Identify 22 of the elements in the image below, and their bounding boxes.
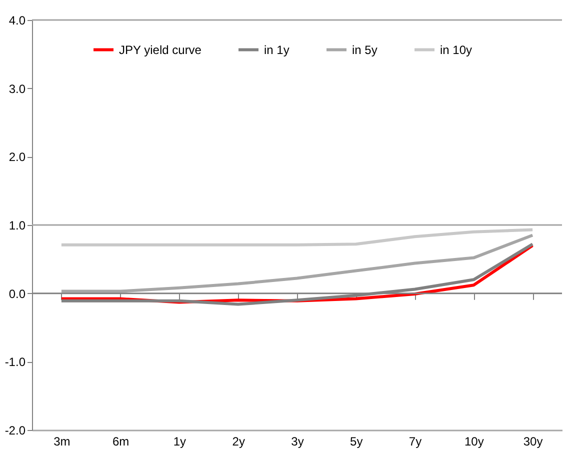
x-tick-label: 7y (408, 434, 422, 448)
y-tick-label: 4.0 (8, 14, 26, 28)
x-tick-label: 6m (112, 434, 130, 448)
x-tick-label: 2y (232, 434, 245, 448)
x-tick-label: 3m (54, 434, 70, 448)
y-tick-label: -2.0 (4, 424, 26, 438)
x-tick-label: 30y (523, 434, 543, 448)
line-series (60, 228, 534, 246)
x-tick-label: 3y (291, 434, 304, 448)
x-tick-label: 10y (464, 434, 484, 448)
legend-label: in 1y (264, 42, 290, 57)
legend-label: in 10y (440, 42, 472, 57)
legend-label: in 5y (352, 42, 378, 57)
y-tick-label: 0.0 (8, 286, 26, 301)
y-tick-label: 2.0 (8, 150, 26, 164)
y-tick-label: -1.0 (4, 355, 26, 370)
y-tick-label: 1.0 (8, 218, 26, 232)
line-series (60, 234, 534, 293)
x-tick-label: 1y (173, 434, 186, 448)
legend-label: JPY yield curve (119, 42, 202, 57)
x-tick-label: 5y (350, 434, 363, 448)
y-tick-label: 3.0 (8, 82, 26, 96)
